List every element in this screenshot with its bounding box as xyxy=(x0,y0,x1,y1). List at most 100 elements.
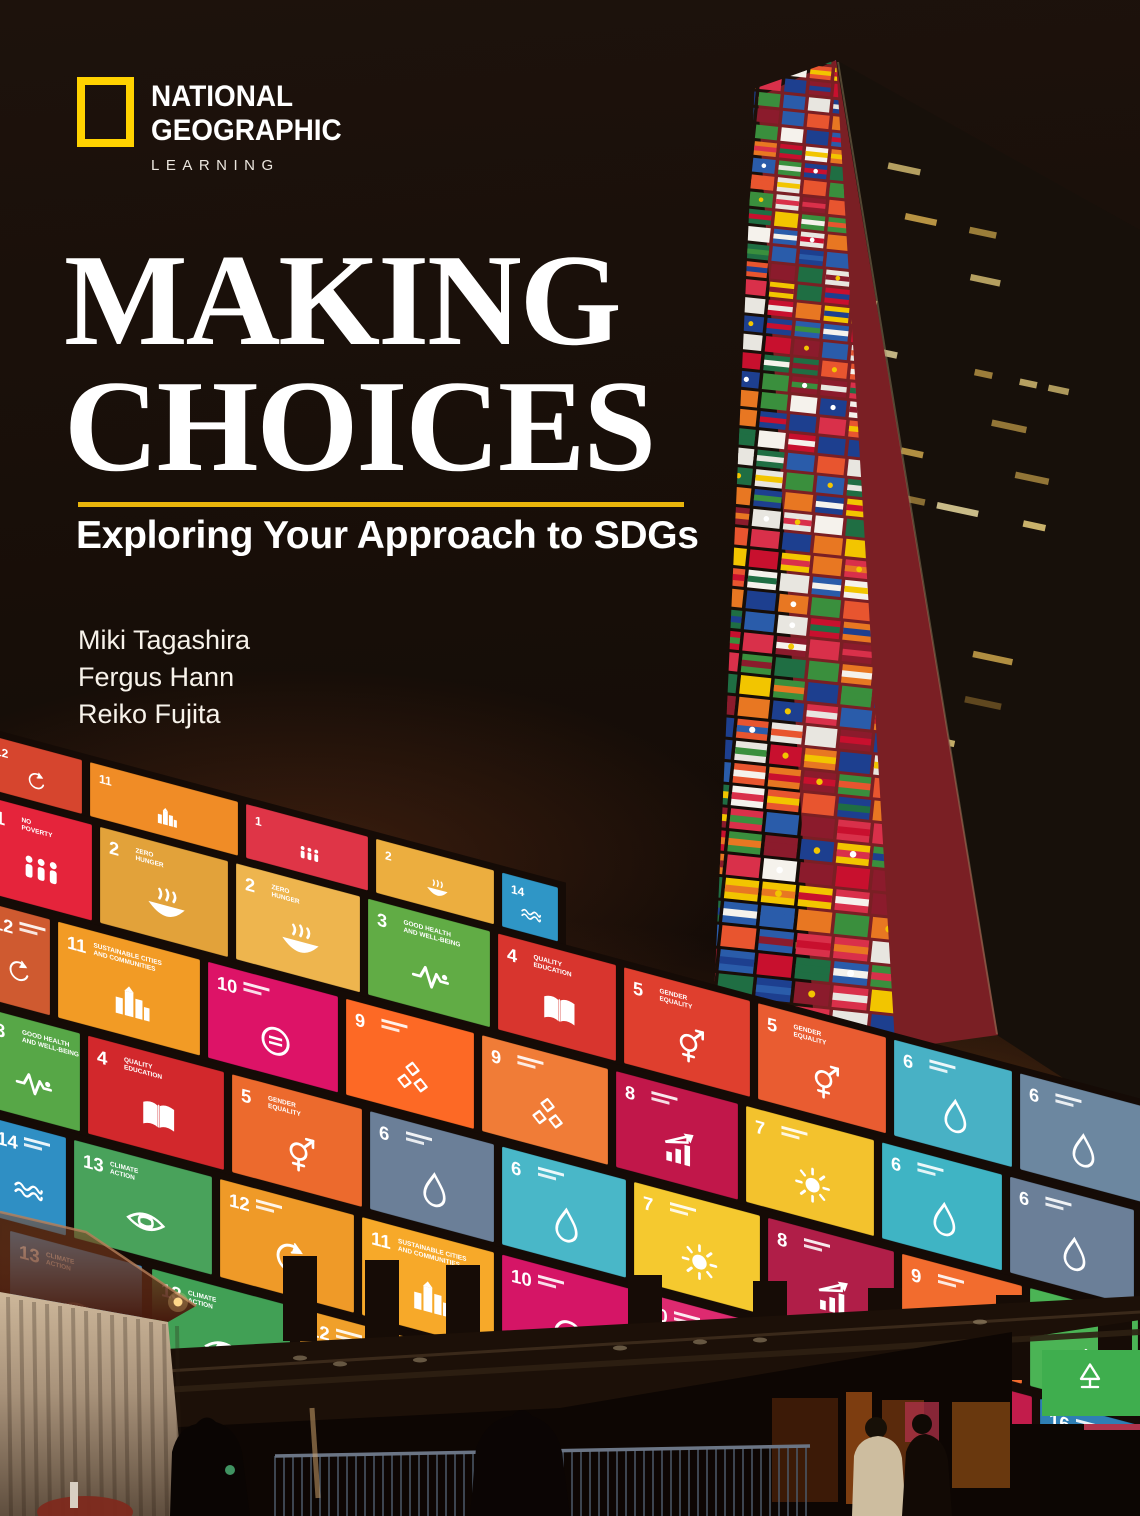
tile-number: 2 xyxy=(245,873,255,896)
sdg-tile-8: 8 xyxy=(615,1070,739,1200)
brand-tagline: LEARNING xyxy=(151,157,280,174)
sdg-tile-2: 2 xyxy=(375,838,495,925)
tile-bg xyxy=(231,1073,363,1208)
brand-line-1: NATIONAL xyxy=(151,80,294,113)
book-title: MAKING CHOICES xyxy=(64,228,656,499)
natgeo-logo: NATIONAL GEOGRAPHIC LEARNING xyxy=(77,77,356,174)
tile-bg xyxy=(0,901,51,1016)
tile-bg xyxy=(0,796,93,921)
tile-number: 11 xyxy=(99,772,112,789)
tile-bg xyxy=(497,933,617,1062)
tile-number: 6 xyxy=(511,1158,521,1181)
tile-number: 6 xyxy=(903,1049,913,1072)
tile-number: 6 xyxy=(1029,1083,1039,1106)
author-name: Miki Tagashira xyxy=(78,625,251,655)
tile-number: 12 xyxy=(0,744,9,761)
sdg-tile-1: 1 NOPOVERTY xyxy=(0,796,93,921)
sdg-tile-5: 5 GENDEREQUALITY xyxy=(231,1073,363,1208)
natgeo-frame-icon xyxy=(77,77,134,147)
sdg-tile-7: 7 xyxy=(745,1105,875,1237)
tile-number: 8 xyxy=(625,1081,635,1104)
tile-bg xyxy=(73,1139,213,1275)
book-subtitle: Exploring Your Approach to SDGs xyxy=(76,514,699,557)
sdg-tile-5: 5 GENDEREQUALITY xyxy=(623,967,751,1098)
sdg-tile-11: 11 xyxy=(89,761,239,856)
tile-bg xyxy=(87,1035,225,1171)
tile-number: 2 xyxy=(385,848,392,864)
sdg-tile-6: 6 xyxy=(501,1146,627,1278)
tile-number: 14 xyxy=(0,1128,18,1154)
tile-number: 5 xyxy=(241,1085,251,1108)
author-name: Fergus Hann xyxy=(78,662,235,692)
tile-number: 3 xyxy=(377,909,387,932)
tile-number: 8 xyxy=(777,1229,787,1252)
sdg-tile-12: 12 xyxy=(0,901,51,1016)
sdg-tile-9: 9 xyxy=(481,1034,609,1166)
sdg-tile-7: 7 xyxy=(633,1181,761,1314)
sdg-tile-6: 6 xyxy=(1019,1073,1140,1203)
tile-bg xyxy=(501,872,559,942)
tent-canvas xyxy=(0,1292,186,1516)
tile-number: 4 xyxy=(507,943,518,967)
tile-number: 6 xyxy=(891,1152,901,1175)
tile-number: 7 xyxy=(755,1116,765,1139)
walkway-pillar xyxy=(365,1260,399,1345)
sdg-tile-5: 5 GENDEREQUALITY xyxy=(757,1002,887,1134)
tile-number: 3 xyxy=(0,1020,5,1043)
tile-number: 5 xyxy=(633,977,643,1000)
tile-number: 1 xyxy=(255,814,262,830)
author-list: Miki Tagashira Fergus Hann Reiko Fujita xyxy=(78,622,250,733)
tile-bg xyxy=(245,803,369,891)
tile-number: 12 xyxy=(0,912,13,938)
sdg-tile-4: 4 QUALITYEDUCATION xyxy=(87,1035,225,1171)
author-name: Reiko Fujita xyxy=(78,699,221,729)
tile-bg xyxy=(375,838,495,925)
sdg-tile-14: 14 xyxy=(501,872,559,942)
tent-roof xyxy=(0,1212,196,1322)
tile-number: 12 xyxy=(229,1190,250,1216)
tile-bg xyxy=(367,898,491,1028)
tile-number: 13 xyxy=(83,1151,104,1177)
sdg-tile-6: 6 xyxy=(881,1142,1003,1271)
tower-corner-seam xyxy=(837,61,998,1035)
sdg-tile-14: 14 xyxy=(0,1116,67,1236)
title-line-2: CHOICES xyxy=(64,354,656,499)
title-line-1: MAKING xyxy=(64,228,622,373)
tile-number: 10 xyxy=(511,1266,532,1292)
tile-number: 7 xyxy=(643,1193,653,1216)
sdg-tile-1: 1 xyxy=(245,803,369,891)
brand-text: NATIONAL GEOGRAPHIC LEARNING xyxy=(151,80,356,174)
people-silhouettes xyxy=(170,1410,1140,1516)
tile-bg xyxy=(615,1070,739,1200)
tile-number: 5 xyxy=(767,1013,777,1036)
brand-line-2: GEOGRAPHIC xyxy=(151,114,342,147)
tile-bg xyxy=(0,1008,81,1132)
tile-number: 6 xyxy=(1019,1187,1029,1210)
tile-number: 11 xyxy=(371,1228,391,1254)
sdg-tile-6: 6 xyxy=(369,1110,495,1243)
sdg-tile-10: 10 xyxy=(207,961,339,1093)
sdg-tile-2: 2 ZEROHUNGER xyxy=(235,863,361,993)
tower-facade xyxy=(836,60,1140,1128)
tile-bg xyxy=(235,863,361,993)
tile-bg xyxy=(745,1105,875,1237)
sdg-tile-9: 9 xyxy=(345,998,475,1130)
tile-number: 1 xyxy=(0,806,5,829)
accent-rule xyxy=(78,502,684,507)
person-light-coat xyxy=(852,1436,906,1516)
tile-number: 9 xyxy=(491,1045,501,1068)
sdg-tile-3: 3 GOOD HEALTHAND WELL-BEING xyxy=(0,1008,81,1132)
foreground xyxy=(0,1210,1140,1516)
sdg-tile-2: 2 ZEROHUNGER xyxy=(99,826,229,958)
sdg-tile-6: 6 xyxy=(1009,1176,1135,1307)
equipment-box xyxy=(1040,1430,1140,1516)
sdg-tile-3: 3 GOOD HEALTHAND WELL-BEING xyxy=(367,898,491,1028)
tile-bg xyxy=(89,761,239,856)
tile-number: 10 xyxy=(217,972,237,998)
tent-light xyxy=(173,1297,183,1307)
tile-number: 6 xyxy=(379,1122,389,1145)
sdg-tile-12: 12 xyxy=(0,734,83,815)
